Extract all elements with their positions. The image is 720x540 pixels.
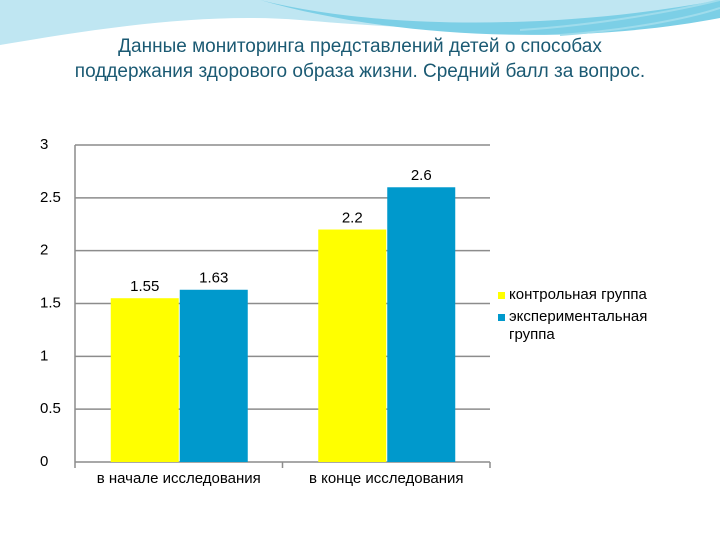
wave-decoration	[519, 0, 720, 31]
legend-entry: контрольная группа	[498, 286, 688, 304]
legend-entry: экспериментальная группа	[498, 308, 688, 344]
x-tick-label: в начале исследования	[97, 470, 261, 487]
wave-decoration	[260, 0, 720, 35]
y-tick-label: 1	[40, 347, 48, 364]
data-label: 1.63	[199, 270, 228, 287]
x-tick-label: в конце исследования	[309, 470, 464, 487]
bar	[110, 298, 179, 462]
bar	[387, 187, 456, 462]
y-tick-label: 0	[40, 453, 48, 470]
y-tick-label: 1.5	[40, 294, 61, 311]
data-label: 2.6	[411, 167, 432, 184]
wave-decoration	[0, 0, 720, 45]
legend-swatch	[498, 314, 505, 321]
y-tick-label: 0.5	[40, 400, 61, 417]
bar	[318, 229, 387, 462]
y-tick-label: 2.5	[40, 189, 61, 206]
y-tick-label: 3	[40, 136, 48, 153]
data-label: 1.55	[130, 278, 159, 295]
legend: контрольная группа экспериментальная груп…	[498, 286, 688, 348]
wave-decoration	[559, 7, 720, 36]
legend-swatch	[498, 292, 505, 299]
y-tick-label: 2	[40, 242, 48, 259]
chart-title: Данные мониторинга представлений детей о…	[74, 36, 646, 82]
legend-label: контрольная группа	[509, 286, 647, 303]
legend-label: экспериментальная группа	[509, 308, 648, 343]
data-label: 2.2	[342, 210, 363, 227]
bar	[179, 289, 248, 462]
